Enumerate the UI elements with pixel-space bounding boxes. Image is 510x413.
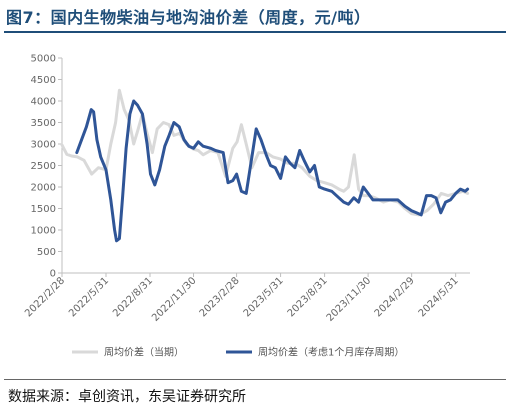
chart-legend: 周均价差（当期） 周均价差（考虑1个月库存周期）: [72, 346, 404, 359]
series-line-inventory-lag: [75, 99, 470, 243]
x-tick-label: 2023/2/28: [198, 275, 242, 319]
chart-title: 图7：国内生物柴油与地沟油价差（周度，元/吨）: [6, 8, 371, 27]
legend-label: 周均价差（当期）: [104, 346, 184, 359]
x-tick-label: 2023/5/31: [242, 275, 286, 319]
y-tick-label: 3500: [31, 118, 56, 129]
legend-label: 周均价差（考虑1个月库存周期）: [258, 346, 404, 359]
x-tick-label: 2023/11/30: [325, 275, 374, 324]
chart-canvas: 0 500 1000 1500 2000 2500 3000 3500 4000 4500 5000…: [23, 54, 470, 359]
x-tick-label: 2022/2/28: [23, 275, 67, 319]
y-tick-label: 1000: [31, 226, 56, 237]
series-layer: [60, 88, 470, 243]
y-tick-label: 500: [37, 247, 56, 258]
x-tick-label: 2022/5/31: [67, 275, 111, 319]
y-tick-label: 0: [50, 269, 56, 280]
y-tick-label: 2500: [31, 161, 56, 172]
x-tick-label: 2024/2/29: [373, 275, 417, 319]
title-divider: [4, 31, 506, 33]
x-tick-label: 2024/5/31: [417, 275, 461, 319]
x-tick-label: 2023/8/31: [286, 275, 330, 319]
data-source-note: 数据来源：卓创资讯，东吴证券研究所: [8, 389, 246, 405]
y-tick-label: 4000: [31, 97, 56, 108]
y-tick-label: 5000: [31, 54, 56, 65]
x-tick-label: 2022/8/31: [111, 275, 155, 319]
x-tick-label: 2022/11/30: [150, 275, 199, 324]
y-tick-label: 1500: [31, 204, 56, 215]
footer-divider: [4, 379, 506, 380]
y-tick-label: 2000: [31, 183, 56, 194]
y-tick-label: 3000: [31, 140, 56, 151]
y-axis: 0 500 1000 1500 2000 2500 3000 3500 4000 4500 5000: [31, 54, 63, 280]
y-tick-label: 4500: [31, 75, 56, 86]
